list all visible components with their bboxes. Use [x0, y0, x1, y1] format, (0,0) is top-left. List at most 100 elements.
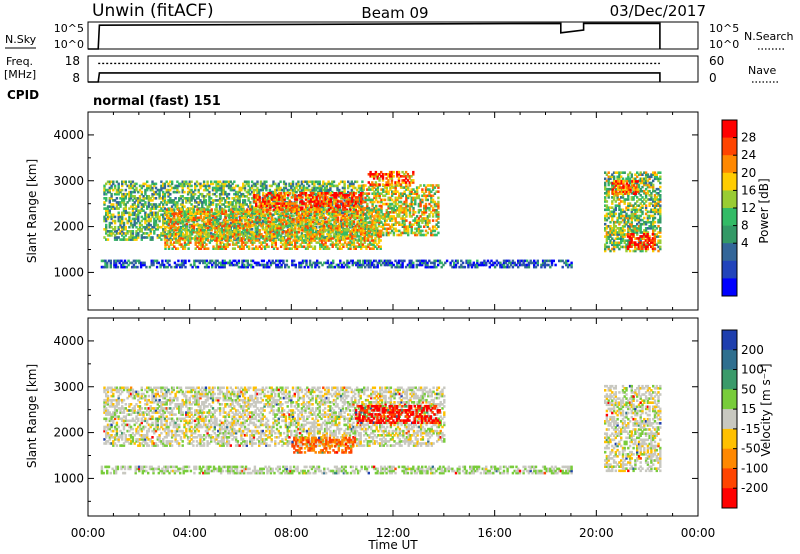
power-cell-3139 — [242, 245, 245, 248]
power-cell-4872 — [250, 265, 253, 269]
power-cell-113 — [115, 197, 119, 200]
power-cell-186 — [122, 197, 126, 200]
power-cell-4325 — [403, 219, 406, 222]
power-cell-391 — [146, 205, 149, 208]
power-cell-3416 — [290, 247, 293, 250]
power-cell-2660 — [164, 210, 167, 213]
power-cell-4533 — [430, 194, 433, 198]
power-cell-4224 — [391, 206, 394, 210]
power-cell-4050 — [367, 188, 371, 191]
power-cell-3202 — [253, 222, 256, 226]
power-cell-2937 — [212, 247, 215, 250]
power-cell-2930 — [210, 226, 213, 230]
power-cell-1573 — [277, 215, 280, 219]
power-cell-2454 — [292, 206, 295, 209]
power-cell-2945 — [212, 214, 215, 217]
power-cell-395 — [146, 186, 149, 190]
power-cell-3282 — [265, 210, 269, 213]
power-cell-1219 — [238, 188, 241, 192]
power-cell-3597 — [317, 241, 320, 244]
power-cell-4752 — [152, 263, 155, 267]
power-cell-4543 — [431, 208, 435, 212]
power-cell-4308 — [401, 221, 404, 224]
power-cell-1999 — [323, 188, 327, 192]
power-cell-3593 — [315, 216, 318, 220]
power-cell-3326 — [274, 224, 277, 228]
power-cell-520 — [160, 180, 163, 184]
power-cell-4261 — [394, 188, 397, 191]
power-cell-2397 — [272, 196, 276, 199]
power-cell-780 — [188, 182, 191, 186]
power-cell-2917 — [207, 210, 210, 213]
power-cell-2644 — [358, 194, 361, 197]
power-cell-4479 — [423, 204, 426, 208]
power-cell-2766 — [183, 245, 187, 248]
power-cell-1133 — [229, 221, 232, 225]
power-cell-3438 — [294, 243, 297, 246]
power-cell-2546 — [322, 192, 325, 195]
power-cell-462 — [153, 197, 156, 200]
power-cell-2922 — [208, 222, 212, 226]
power-cell-9 — [103, 192, 106, 196]
power-cell-2913 — [207, 220, 210, 224]
power-cell-3315 — [272, 233, 276, 236]
power-cell-2904 — [205, 214, 208, 217]
power-cell-3646 — [324, 228, 327, 232]
power-cell-4606 — [374, 170, 378, 174]
power-cell-3783 — [347, 222, 350, 226]
power-cell-2807 — [190, 230, 194, 234]
power-cell-3390 — [285, 212, 288, 215]
power-cell-2695 — [171, 224, 174, 228]
power-cell-3550 — [310, 230, 313, 234]
power-cell-530 — [162, 213, 165, 217]
power-cell-4202 — [389, 231, 392, 235]
power-cell-3929 — [370, 239, 373, 242]
power-cell-3212 — [255, 226, 258, 230]
power-cell-3591 — [315, 220, 318, 224]
power-cell-1265 — [243, 195, 247, 198]
power-cell-2060 — [331, 197, 334, 200]
power-cell-3417 — [290, 243, 293, 246]
power-cell-2557 — [326, 192, 329, 195]
power-cell-3987 — [379, 245, 382, 248]
power-cell-3457 — [295, 218, 299, 222]
power-cell-120 — [117, 228, 120, 231]
power-cell-527 — [162, 219, 165, 223]
power-cell-3411 — [288, 224, 292, 228]
power-cell-2826 — [194, 243, 197, 246]
power-cell-4534 — [430, 190, 433, 193]
power-cell-4241 — [392, 204, 396, 208]
power-cell-4781 — [179, 265, 182, 269]
power-cell-2523 — [317, 206, 320, 209]
power-cell-2205 — [347, 184, 350, 188]
power-cell-1512 — [270, 190, 273, 194]
power-cell-3222 — [256, 218, 260, 222]
power-cell-3474 — [299, 243, 302, 246]
power-cell-3510 — [304, 218, 308, 222]
power-cell-501 — [158, 205, 161, 208]
power-cell-4581 — [437, 204, 440, 208]
power-cell-2341 — [253, 206, 256, 209]
power-cell-2992 — [219, 216, 222, 220]
power-cell-3200 — [253, 235, 256, 238]
power-cell-3560 — [311, 239, 315, 242]
power-cell-4596 — [371, 175, 374, 178]
power-cell-3865 — [360, 224, 363, 228]
power-cell-428 — [149, 199, 152, 202]
power-cell-1707 — [291, 182, 295, 186]
power-cell-4482 — [423, 184, 426, 187]
power-cell-4911 — [280, 259, 283, 263]
power-cell-4126 — [378, 200, 381, 204]
power-cell-2012 — [325, 188, 328, 192]
power-cell-1110 — [227, 236, 231, 239]
power-cell-4285 — [398, 204, 401, 208]
power-cell-3555 — [310, 218, 313, 222]
power-cell-1725 — [293, 186, 296, 190]
power-cell-1310 — [249, 221, 252, 225]
power-cell-1170 — [233, 192, 236, 196]
power-cell-3215 — [255, 210, 258, 213]
power-cell-4669 — [404, 177, 408, 180]
power-cell-536 — [162, 195, 165, 198]
power-cell-816 — [194, 223, 197, 227]
power-cell-201 — [124, 197, 127, 200]
